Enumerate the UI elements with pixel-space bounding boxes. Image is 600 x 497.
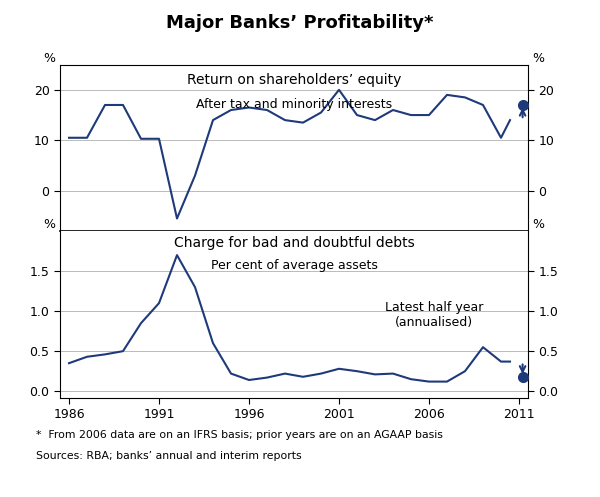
Text: Sources: RBA; banks’ annual and interim reports: Sources: RBA; banks’ annual and interim … [36, 451, 302, 461]
Text: %: % [43, 218, 55, 231]
Text: %: % [533, 218, 545, 231]
Text: %: % [43, 52, 55, 65]
Text: Charge for bad and doubtful debts: Charge for bad and doubtful debts [173, 236, 415, 250]
Text: Return on shareholders’ equity: Return on shareholders’ equity [187, 73, 401, 87]
Text: *  From 2006 data are on an IFRS basis; prior years are on an AGAAP basis: * From 2006 data are on an IFRS basis; p… [36, 430, 443, 440]
Text: Major Banks’ Profitability*: Major Banks’ Profitability* [166, 14, 434, 32]
Text: Per cent of average assets: Per cent of average assets [211, 259, 377, 272]
Text: After tax and minority interests: After tax and minority interests [196, 98, 392, 111]
Text: %: % [533, 52, 545, 65]
Text: Latest half year
(annualised): Latest half year (annualised) [385, 301, 484, 329]
